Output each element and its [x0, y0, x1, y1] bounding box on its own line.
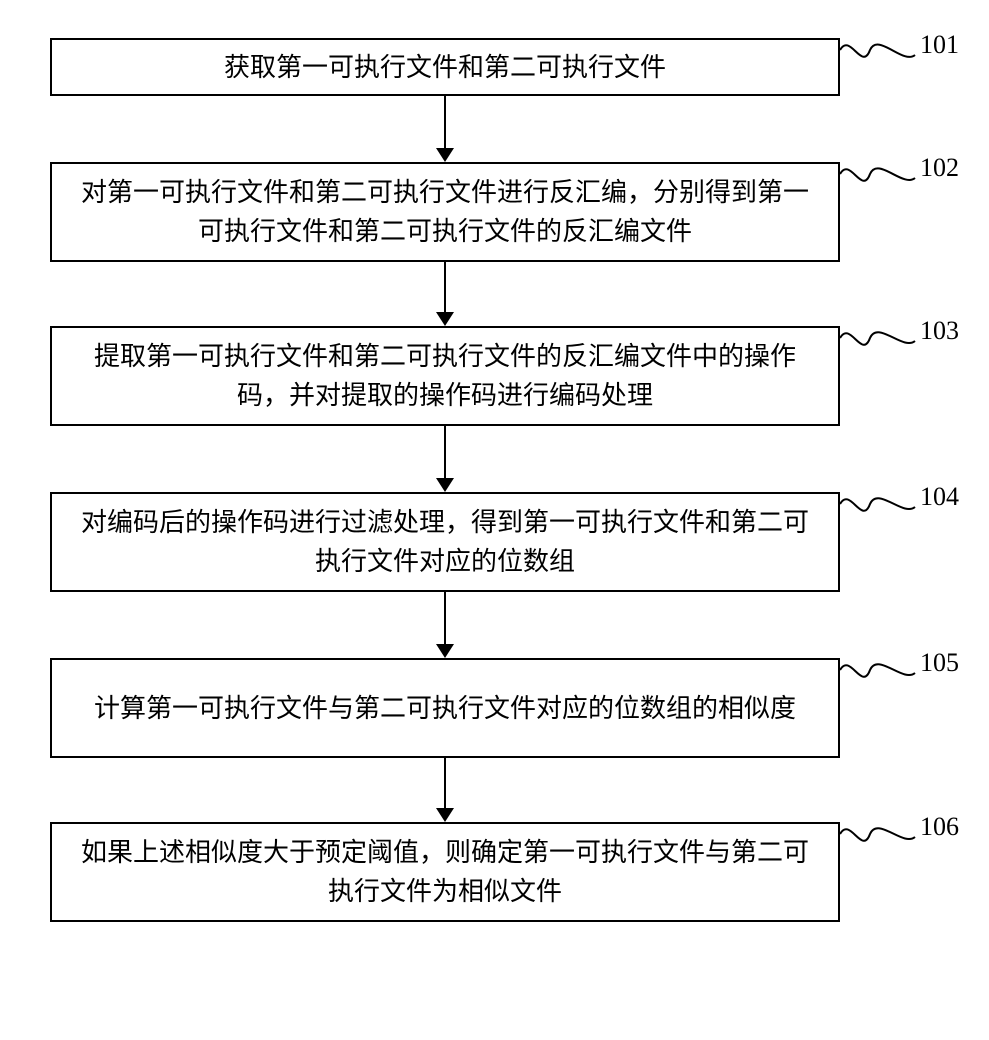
callout-line-105	[840, 664, 915, 677]
connector-line	[444, 592, 446, 644]
box-text: 获取第一可执行文件和第二可执行文件	[224, 48, 666, 87]
box-text: 计算第一可执行文件与第二可执行文件对应的位数组的相似度	[94, 689, 796, 728]
connector-line	[444, 262, 446, 312]
arrowhead-icon	[436, 808, 454, 822]
flowchart-box-104: 对编码后的操作码进行过滤处理，得到第一可执行文件和第二可执行文件对应的位数组	[50, 492, 840, 592]
box-text: 对第一可执行文件和第二可执行文件进行反汇编，分别得到第一可执行文件和第二可执行文…	[72, 173, 818, 251]
arrowhead-icon	[436, 478, 454, 492]
callout-line-103	[840, 332, 915, 345]
flowchart-box-105: 计算第一可执行文件与第二可执行文件对应的位数组的相似度	[50, 658, 840, 758]
step-label-105: 105	[920, 648, 959, 678]
box-text: 提取第一可执行文件和第二可执行文件的反汇编文件中的操作码，并对提取的操作码进行编…	[72, 337, 818, 415]
connector-line	[444, 758, 446, 808]
arrowhead-icon	[436, 148, 454, 162]
flowchart-box-101: 获取第一可执行文件和第二可执行文件	[50, 38, 840, 96]
flowchart-box-102: 对第一可执行文件和第二可执行文件进行反汇编，分别得到第一可执行文件和第二可执行文…	[50, 162, 840, 262]
flowchart-box-103: 提取第一可执行文件和第二可执行文件的反汇编文件中的操作码，并对提取的操作码进行编…	[50, 326, 840, 426]
callout-line-106	[840, 828, 915, 841]
step-label-106: 106	[920, 812, 959, 842]
step-label-101: 101	[920, 30, 959, 60]
connector-line	[444, 426, 446, 478]
arrowhead-icon	[436, 644, 454, 658]
step-label-102: 102	[920, 153, 959, 183]
box-text: 对编码后的操作码进行过滤处理，得到第一可执行文件和第二可执行文件对应的位数组	[72, 503, 818, 581]
callout-line-104	[840, 498, 915, 511]
connector-line	[444, 96, 446, 148]
arrowhead-icon	[436, 312, 454, 326]
flowchart-box-106: 如果上述相似度大于预定阈值，则确定第一可执行文件与第二可执行文件为相似文件	[50, 822, 840, 922]
step-label-103: 103	[920, 316, 959, 346]
step-label-104: 104	[920, 482, 959, 512]
box-text: 如果上述相似度大于预定阈值，则确定第一可执行文件与第二可执行文件为相似文件	[72, 833, 818, 911]
callout-line-102	[840, 168, 915, 180]
callout-line-101	[840, 45, 915, 57]
flowchart-container: 获取第一可执行文件和第二可执行文件 101 对第一可执行文件和第二可执行文件进行反汇…	[0, 20, 989, 1020]
